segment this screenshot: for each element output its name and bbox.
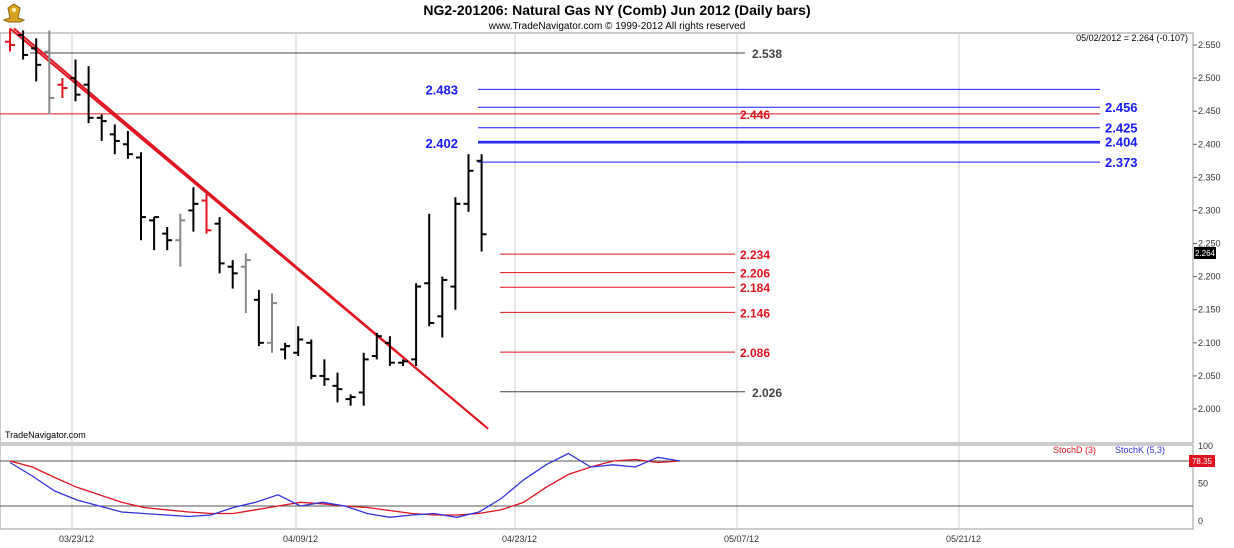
level-label: 2.206: [740, 267, 770, 281]
price-bars: [5, 28, 487, 406]
stochastic-lines: [9, 452, 681, 518]
level-label: 2.146: [740, 306, 770, 320]
x-ticks: 03/23/12 04/09/12 04/23/12 05/07/12 05/21/12: [59, 534, 981, 544]
y-tick-label: 2.500: [1198, 73, 1221, 83]
level-label: 2.538: [752, 47, 782, 61]
y-tick-label: 2.000: [1198, 404, 1221, 414]
watermark: TradeNavigator.com: [5, 430, 86, 440]
y-tick-label: 2.550: [1198, 40, 1221, 50]
x-tick-label: 04/09/12: [283, 534, 318, 544]
stoch-y-tick-label: 0: [1198, 516, 1203, 526]
stoch-k-legend: StochK (5,3): [1115, 445, 1165, 455]
stoch-y-tick-label: 100: [1198, 441, 1213, 451]
y-tick-label: 2.150: [1198, 305, 1221, 315]
y-tick-label: 2.250: [1198, 239, 1221, 249]
level-label: 2.402: [425, 136, 458, 151]
y-tick-label: 2.400: [1198, 139, 1221, 149]
stoch-badge: 78.35: [1192, 457, 1213, 466]
level-label: 2.086: [740, 346, 770, 360]
level-label: 2.026: [752, 386, 782, 400]
level-label: 2.404: [1105, 135, 1138, 150]
x-tick-label: 04/23/12: [502, 534, 537, 544]
level-label: 2.483: [425, 82, 458, 97]
y-tick-label: 2.200: [1198, 272, 1221, 282]
level-label: 2.184: [740, 281, 770, 295]
stoch-panel: [0, 444, 1194, 530]
x-tick-label: 05/07/12: [724, 534, 759, 544]
y-tick-label: 2.350: [1198, 172, 1221, 182]
level-label: 2.373: [1105, 155, 1138, 170]
stoch-k-line: [9, 452, 681, 518]
info-readout: 05/02/2012 = 2.264 (-0.107): [1076, 33, 1188, 43]
x-tick-label: 05/21/12: [946, 534, 981, 544]
y-tick-label: 2.450: [1198, 106, 1221, 116]
level-label: 2.234: [740, 248, 770, 262]
x-tick-label: 03/23/12: [59, 534, 94, 544]
y-ticks: 2.550 2.500 2.450 2.400 2.350 2.300 2.250 2.200…: [1193, 40, 1221, 526]
grid: [0, 33, 1193, 529]
trendline: [13, 27, 489, 430]
stoch-d-legend: StochD (3): [1053, 445, 1096, 455]
level-label: 2.425: [1105, 121, 1138, 136]
tradenavigator-logo-icon: [2, 3, 26, 23]
chart-subtitle: www.TradeNavigator.com © 1999-2012 All r…: [488, 21, 746, 32]
chart-title: NG2-201206: Natural Gas NY (Comb) Jun 20…: [423, 2, 810, 18]
y-tick-label: 2.050: [1198, 371, 1221, 381]
level-label: 2.446: [740, 108, 770, 122]
stoch-badge-bg: [1189, 455, 1215, 467]
price-badge: 2.264: [1195, 249, 1216, 258]
y-tick-label: 2.100: [1198, 338, 1221, 348]
level-label: 2.456: [1105, 100, 1138, 115]
price-panel: [0, 32, 1194, 444]
stoch-y-tick-label: 50: [1198, 479, 1208, 489]
y-tick-label: 2.300: [1198, 205, 1221, 215]
price-badge-bg: [1194, 247, 1216, 259]
